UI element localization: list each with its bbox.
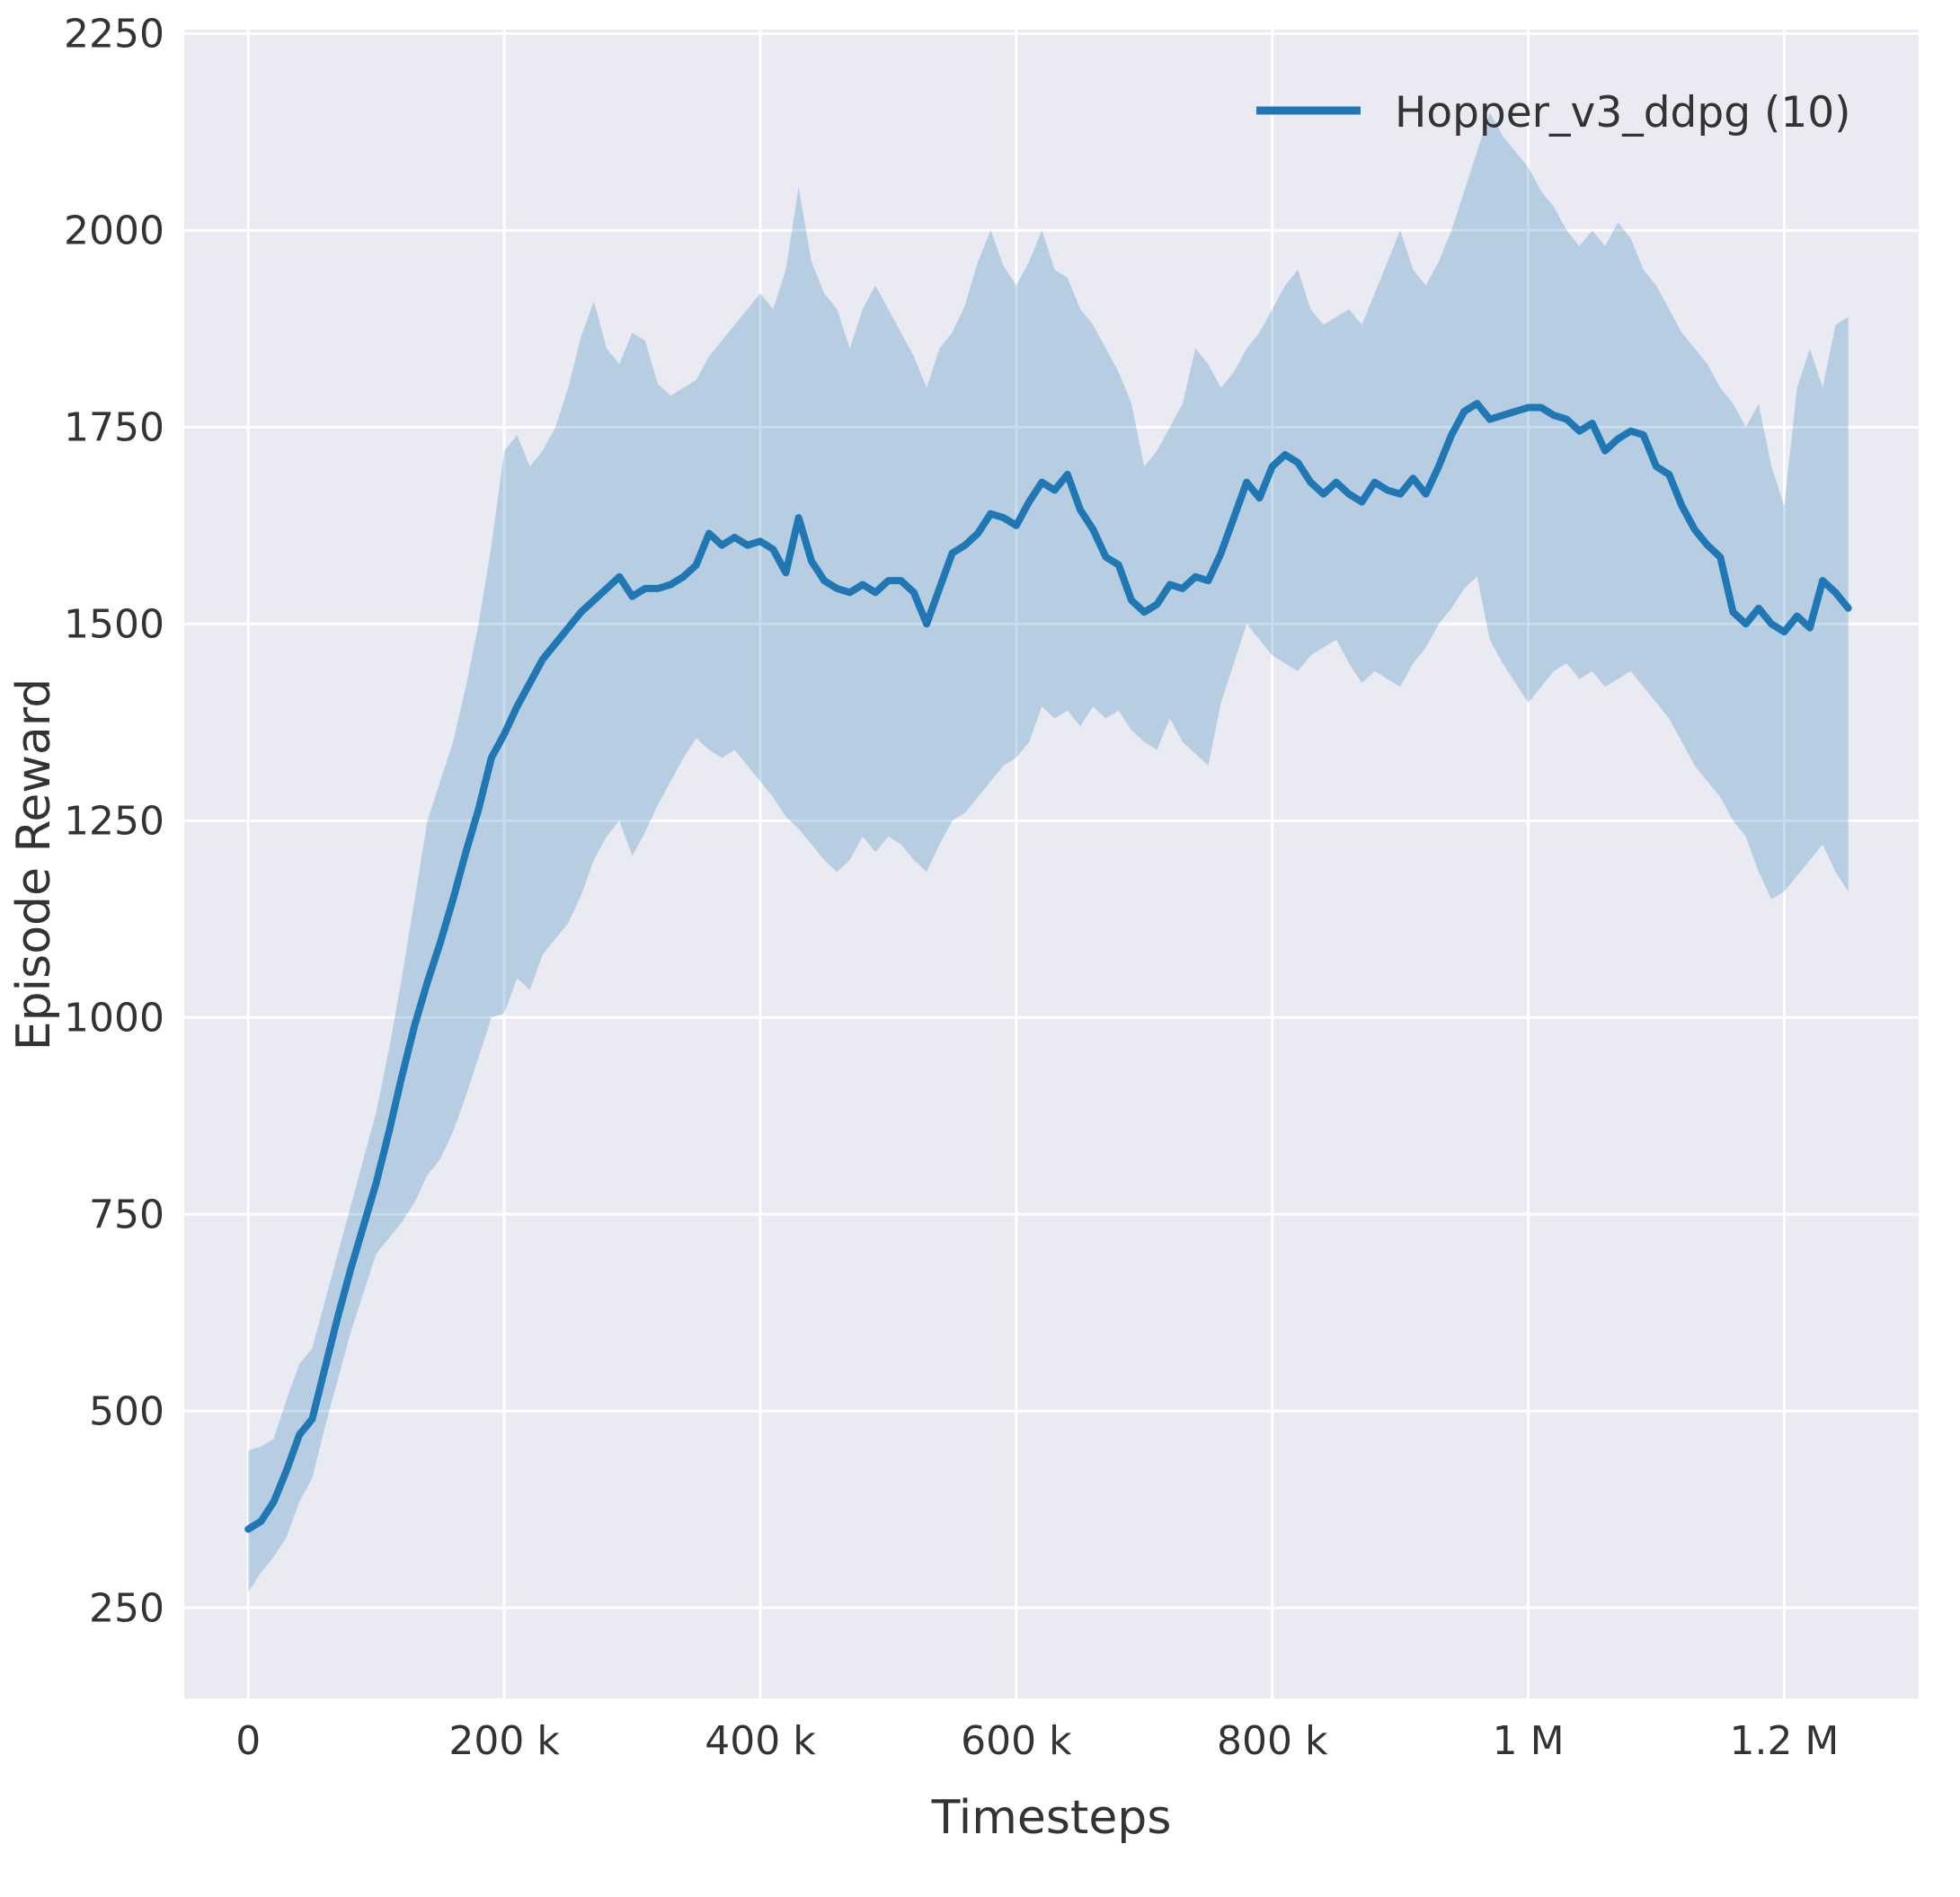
y-axis-label: Episode Reward [7,678,61,1050]
plot-layer: 250 500 750 1000 1250 1500 1750 2000 2250 0 200 k 4… [64,11,1919,1764]
y-tick-label: 1500 [64,601,164,647]
x-axis-label: Timesteps [931,1791,1172,1845]
x-tick-label: 1 M [1493,1718,1565,1764]
y-tick-label: 500 [89,1388,164,1434]
legend: Hopper_v3_ddpg (10) [1256,88,1850,137]
y-tick-label: 1750 [64,404,164,450]
y-tick-label: 750 [89,1192,164,1237]
y-tick-label: 2250 [64,11,164,57]
mean-line [244,400,1852,1533]
x-tick-label: 1.2 M [1729,1718,1839,1764]
x-tick-label: 200 k [448,1718,560,1764]
y-tick-label: 2000 [64,208,164,253]
plot-area [184,30,1919,1698]
x-tick-label: 600 k [961,1718,1072,1764]
confidence-band [248,111,1849,1592]
x-tick-label: 800 k [1217,1718,1328,1764]
legend-label: Hopper_v3_ddpg (10) [1395,88,1850,137]
y-tick-label: 1000 [64,995,164,1041]
x-tick-label: 0 [235,1718,261,1764]
y-tick-label: 250 [89,1585,164,1631]
x-tick-label: 400 k [705,1718,816,1764]
y-tick-label: 1250 [64,798,164,844]
